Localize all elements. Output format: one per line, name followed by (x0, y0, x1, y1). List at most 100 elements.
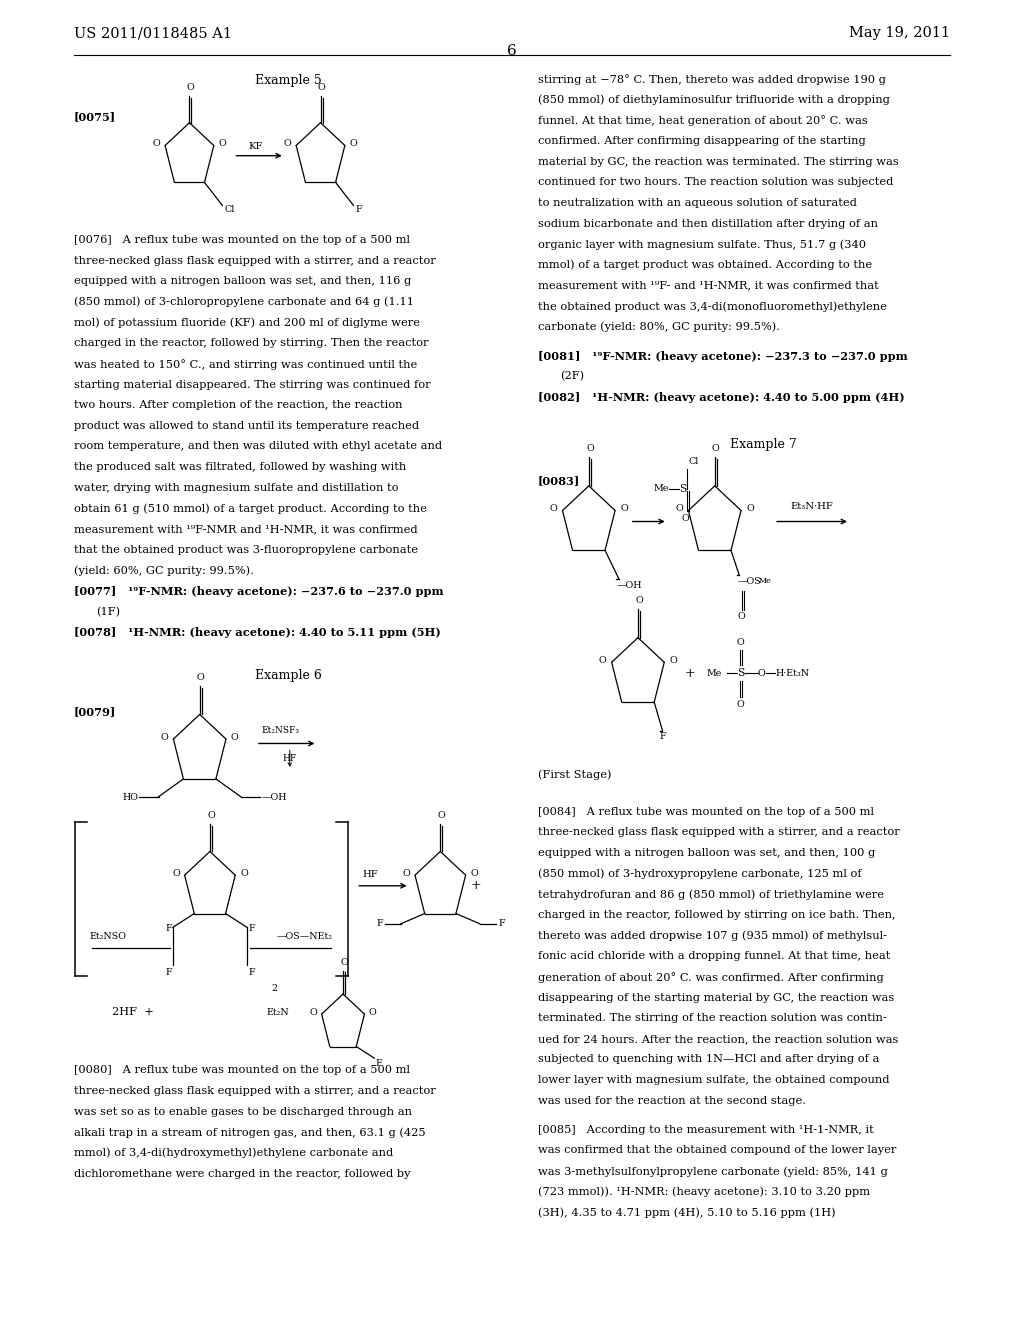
Text: stirring at −78° C. Then, thereto was added dropwise 190 g: stirring at −78° C. Then, thereto was ad… (538, 74, 886, 84)
Text: +: + (471, 879, 481, 892)
Text: Example 6: Example 6 (255, 669, 323, 681)
Text: measurement with ¹⁹F-NMR and ¹H-NMR, it was confirmed: measurement with ¹⁹F-NMR and ¹H-NMR, it … (74, 524, 418, 535)
Text: sodium bicarbonate and then distillation after drying of an: sodium bicarbonate and then distillation… (538, 219, 878, 228)
Text: water, drying with magnesium sulfate and distillation to: water, drying with magnesium sulfate and… (74, 483, 398, 492)
Text: thereto was added dropwise 107 g (935 mmol) of methylsul-: thereto was added dropwise 107 g (935 mm… (538, 931, 887, 941)
Text: measurement with ¹⁹F- and ¹H-NMR, it was confirmed that: measurement with ¹⁹F- and ¹H-NMR, it was… (538, 281, 879, 290)
Text: the obtained product was 3,4-di(monofluoromethyl)ethylene: the obtained product was 3,4-di(monofluo… (538, 301, 887, 312)
Text: the produced salt was filtrated, followed by washing with: the produced salt was filtrated, followe… (74, 462, 406, 473)
Text: Cl: Cl (688, 457, 698, 466)
Text: was heated to 150° C., and stirring was continued until the: was heated to 150° C., and stirring was … (74, 359, 417, 370)
Text: [0080]   A reflux tube was mounted on the top of a 500 ml: [0080] A reflux tube was mounted on the … (74, 1065, 410, 1076)
Text: product was allowed to stand until its temperature reached: product was allowed to stand until its t… (74, 421, 419, 430)
Text: generation of about 20° C. was confirmed. After confirming: generation of about 20° C. was confirmed… (538, 972, 884, 982)
Text: F: F (166, 969, 172, 977)
Text: O: O (550, 504, 557, 513)
Text: —OS: —OS (738, 577, 762, 586)
Text: three-necked glass flask equipped with a stirrer, and a reactor: three-necked glass flask equipped with a… (538, 828, 899, 837)
Text: starting material disappeared. The stirring was continued for: starting material disappeared. The stirr… (74, 380, 430, 389)
Text: Et₂NSF₃: Et₂NSF₃ (261, 726, 299, 735)
Text: fonic acid chloride with a dropping funnel. At that time, heat: fonic acid chloride with a dropping funn… (538, 952, 890, 961)
Text: O: O (207, 810, 215, 820)
Text: O: O (197, 673, 205, 681)
Text: O: O (586, 444, 594, 453)
Text: to neutralization with an aqueous solution of saturated: to neutralization with an aqueous soluti… (538, 198, 856, 207)
Text: S: S (679, 483, 686, 494)
Text: Et₂N: Et₂N (266, 1008, 289, 1016)
Text: Et₂NSO: Et₂NSO (89, 932, 126, 941)
Text: F: F (659, 733, 667, 742)
Text: O: O (676, 504, 683, 513)
Text: O: O (340, 958, 348, 968)
Text: charged in the reactor, followed by stirring. Then the reactor: charged in the reactor, followed by stir… (74, 338, 428, 348)
Text: O: O (310, 1008, 317, 1018)
Text: O: O (681, 513, 689, 523)
Text: funnel. At that time, heat generation of about 20° C. was: funnel. At that time, heat generation of… (538, 115, 867, 127)
Text: S: S (737, 668, 744, 678)
Text: O: O (317, 83, 326, 92)
Text: charged in the reactor, followed by stirring on ice bath. Then,: charged in the reactor, followed by stir… (538, 909, 895, 920)
Text: (723 mmol)). ¹H-NMR: (heavy acetone): 3.10 to 3.20 ppm: (723 mmol)). ¹H-NMR: (heavy acetone): 3.… (538, 1187, 869, 1197)
Text: tetrahydrofuran and 86 g (850 mmol) of triethylamine were: tetrahydrofuran and 86 g (850 mmol) of t… (538, 890, 884, 900)
Text: —OH: —OH (261, 793, 287, 803)
Text: HF: HF (362, 870, 378, 879)
Text: KF: KF (249, 143, 263, 152)
Text: May 19, 2011: May 19, 2011 (849, 26, 950, 41)
Text: Me: Me (653, 484, 669, 492)
Text: two hours. After completion of the reaction, the reaction: two hours. After completion of the react… (74, 400, 402, 411)
Text: was 3-methylsulfonylpropylene carbonate (yield: 85%, 141 g: was 3-methylsulfonylpropylene carbonate … (538, 1166, 888, 1176)
Text: US 2011/0118485 A1: US 2011/0118485 A1 (74, 26, 231, 41)
Text: (850 mmol) of 3-hydroxypropylene carbonate, 125 ml of: (850 mmol) of 3-hydroxypropylene carbona… (538, 869, 861, 879)
Text: F: F (355, 206, 362, 214)
Text: O: O (402, 869, 411, 878)
Text: F: F (498, 919, 505, 928)
Text: [0082]   ¹H-NMR: (heavy acetone): 4.40 to 5.00 ppm (4H): [0082] ¹H-NMR: (heavy acetone): 4.40 to … (538, 392, 904, 403)
Text: (850 mmol) of diethylaminosulfur trifluoride with a dropping: (850 mmol) of diethylaminosulfur trifluo… (538, 95, 890, 106)
Text: 2HF  +: 2HF + (113, 1007, 154, 1018)
Text: —OH: —OH (616, 581, 642, 590)
Text: O: O (737, 612, 745, 622)
Text: mmol) of 3,4-di(hydroxymethyl)ethylene carbonate and: mmol) of 3,4-di(hydroxymethyl)ethylene c… (74, 1148, 393, 1159)
Text: [0083]: [0083] (538, 475, 580, 486)
Text: mmol) of a target product was obtained. According to the: mmol) of a target product was obtained. … (538, 260, 871, 271)
Text: O: O (153, 140, 161, 148)
Text: Cl: Cl (224, 206, 234, 214)
Text: O: O (231, 733, 239, 742)
Text: O: O (284, 140, 292, 148)
Text: O: O (746, 504, 754, 513)
Text: Example 7: Example 7 (729, 437, 797, 450)
Text: O: O (736, 638, 744, 647)
Text: Example 5: Example 5 (255, 74, 323, 87)
Text: F: F (377, 919, 383, 928)
Text: O: O (172, 869, 180, 878)
Text: confirmed. After confirming disappearing of the starting: confirmed. After confirming disappearing… (538, 136, 865, 147)
Text: O: O (437, 810, 445, 820)
Text: O: O (736, 700, 744, 709)
Text: mol) of potassium fluoride (KF) and 200 ml of diglyme were: mol) of potassium fluoride (KF) and 200 … (74, 318, 420, 329)
Text: Et₃N·HF: Et₃N·HF (791, 502, 834, 511)
Text: O: O (369, 1008, 376, 1018)
Text: (850 mmol) of 3-chloropropylene carbonate and 64 g (1.11: (850 mmol) of 3-chloropropylene carbonat… (74, 297, 414, 308)
Text: O: O (186, 83, 195, 92)
Text: [0081]   ¹⁹F-NMR: (heavy acetone): −237.3 to −237.0 ppm: [0081] ¹⁹F-NMR: (heavy acetone): −237.3 … (538, 351, 907, 362)
Text: 6: 6 (507, 44, 517, 58)
Text: [0078]   ¹H-NMR: (heavy acetone): 4.40 to 5.11 ppm (5H): [0078] ¹H-NMR: (heavy acetone): 4.40 to … (74, 627, 440, 639)
Text: O: O (712, 444, 720, 453)
Text: (3H), 4.35 to 4.71 ppm (4H), 5.10 to 5.16 ppm (1H): (3H), 4.35 to 4.71 ppm (4H), 5.10 to 5.1… (538, 1208, 836, 1218)
Text: was used for the reaction at the second stage.: was used for the reaction at the second … (538, 1096, 806, 1106)
Text: material by GC, the reaction was terminated. The stirring was: material by GC, the reaction was termina… (538, 157, 898, 166)
Text: O: O (218, 140, 226, 148)
Text: lower layer with magnesium sulfate, the obtained compound: lower layer with magnesium sulfate, the … (538, 1076, 889, 1085)
Text: carbonate (yield: 80%, GC purity: 99.5%).: carbonate (yield: 80%, GC purity: 99.5%)… (538, 322, 779, 333)
Text: F: F (248, 924, 255, 933)
Text: organic layer with magnesium sulfate. Thus, 51.7 g (340: organic layer with magnesium sulfate. Th… (538, 239, 865, 249)
Text: O: O (758, 669, 766, 677)
Text: [0075]: [0075] (74, 111, 116, 123)
Text: alkali trap in a stream of nitrogen gas, and then, 63.1 g (425: alkali trap in a stream of nitrogen gas,… (74, 1127, 425, 1138)
Text: HF: HF (283, 754, 297, 763)
Text: O: O (349, 140, 357, 148)
Text: equipped with a nitrogen balloon was set, and then, 116 g: equipped with a nitrogen balloon was set… (74, 276, 411, 286)
Text: [0077]   ¹⁹F-NMR: (heavy acetone): −237.6 to −237.0 ppm: [0077] ¹⁹F-NMR: (heavy acetone): −237.6 … (74, 586, 443, 597)
Text: obtain 61 g (510 mmol) of a target product. According to the: obtain 61 g (510 mmol) of a target produ… (74, 503, 427, 513)
Text: HO: HO (123, 793, 138, 803)
